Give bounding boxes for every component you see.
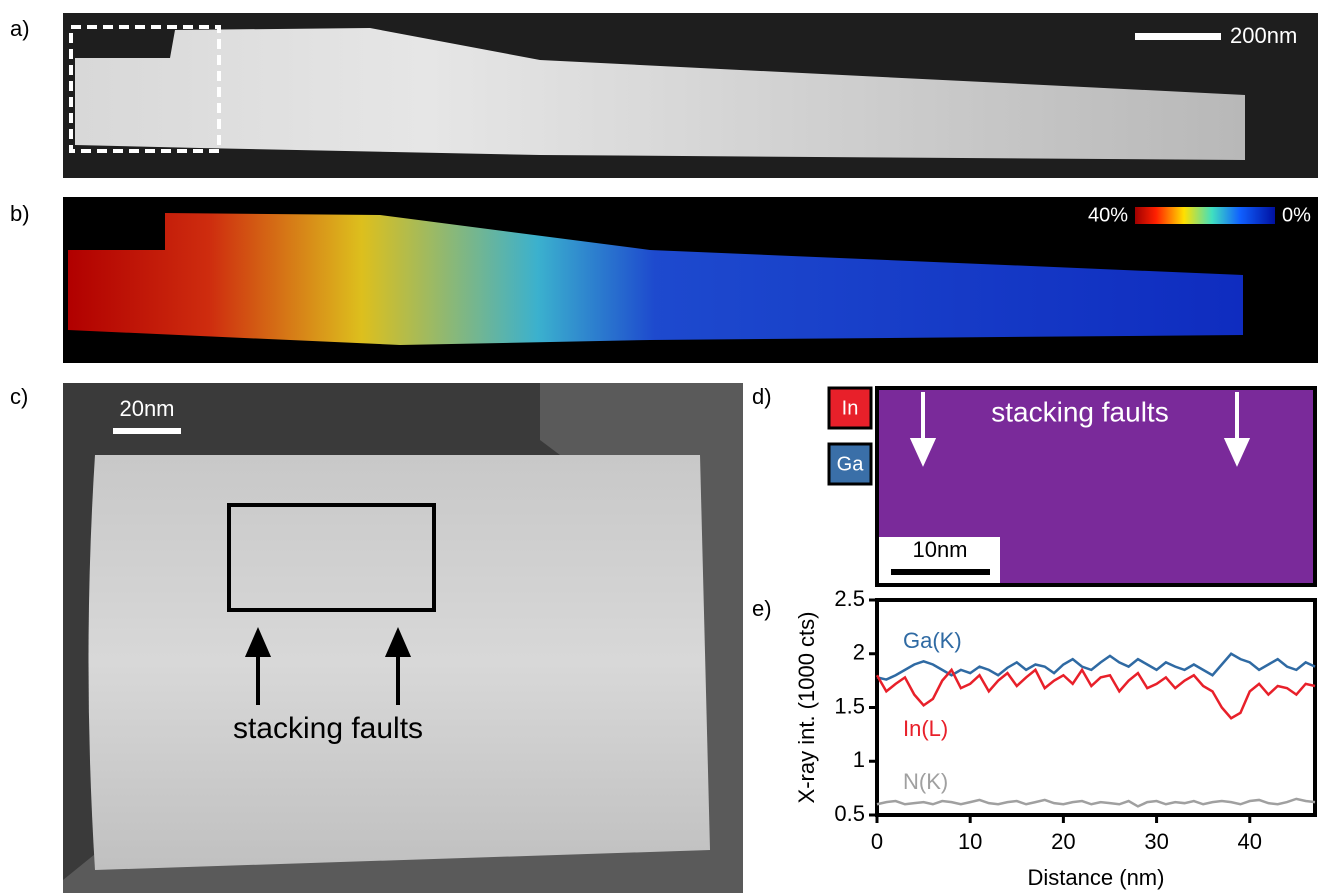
dashed-box [69, 25, 221, 153]
panel-label: c) [10, 384, 28, 409]
x-tick-label: 20 [1051, 829, 1075, 854]
scale-bar [113, 428, 181, 434]
scale-bar [891, 569, 990, 575]
arrows [244, 626, 412, 705]
panel-label: b) [10, 201, 30, 226]
series-line [875, 667, 1316, 720]
element-label: In [842, 397, 859, 419]
annotation: stacking faults [991, 396, 1168, 427]
series-line [876, 652, 1316, 681]
scale-label: 10nm [912, 537, 967, 562]
element-label: Ga [837, 453, 865, 475]
legend-label: In(L) [903, 716, 948, 741]
nanowire [75, 28, 1245, 160]
y-axis-label: X-ray int. (1000 cts) [794, 612, 819, 804]
element-chip [827, 386, 873, 430]
series-line [876, 797, 1316, 808]
x-axis-label: Distance (nm) [1028, 865, 1165, 890]
x-tick-label: 40 [1238, 829, 1262, 854]
element-chip [827, 442, 873, 486]
x-tick-label: 0 [871, 829, 883, 854]
x-tick-label: 10 [958, 829, 982, 854]
panel-label: d) [752, 384, 772, 409]
roi-box [227, 503, 436, 612]
arrows [909, 392, 1251, 467]
scale-bar [1135, 33, 1221, 40]
colorbar-label: 40% [1088, 204, 1128, 226]
y-tick-label: 1.5 [834, 693, 865, 718]
colorbar-label: 0% [1282, 204, 1311, 226]
scale-label: 20nm [119, 396, 174, 421]
y-tick-label: 1 [853, 747, 865, 772]
panel-label: a) [10, 16, 30, 41]
y-tick-label: 2 [853, 640, 865, 665]
y-tick-label: 0.5 [834, 801, 865, 826]
colorbar [1135, 207, 1275, 224]
x-tick-label: 30 [1144, 829, 1168, 854]
panel-label: e) [752, 596, 772, 621]
scale-label: 200nm [1230, 23, 1297, 48]
legend-label: Ga(K) [903, 628, 962, 653]
y-tick-label: 2.5 [834, 586, 865, 611]
annotation: stacking faults [233, 712, 423, 745]
scale-box [879, 537, 1000, 583]
composition-map [68, 213, 1243, 345]
legend-label: N(K) [903, 769, 948, 794]
